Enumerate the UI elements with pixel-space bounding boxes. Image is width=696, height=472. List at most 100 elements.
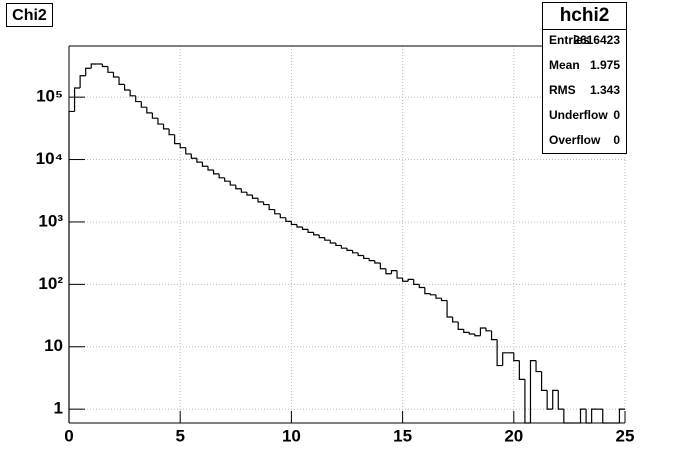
- histogram-bin: [452, 316, 459, 323]
- stats-value: 1.343: [590, 83, 620, 97]
- histogram-bin: [357, 252, 364, 257]
- x-tick-label: 10: [282, 426, 301, 445]
- histogram-bin: [485, 327, 492, 332]
- histogram-bin: [518, 360, 525, 380]
- histogram-bin: [374, 260, 381, 264]
- histogram-bin: [402, 278, 409, 282]
- y-tick-label: 10⁵: [36, 87, 63, 106]
- histogram-bin: [296, 224, 303, 228]
- y-tick-label: 10³: [38, 211, 63, 230]
- x-tick-label: 0: [64, 426, 73, 445]
- histogram-bin: [251, 195, 259, 199]
- histogram-bin: [324, 237, 331, 241]
- histogram-bin: [162, 124, 170, 130]
- histogram-bin: [313, 232, 320, 236]
- x-tick-label: 5: [175, 426, 184, 445]
- stats-value: 0: [613, 108, 620, 122]
- histogram-bin: [274, 209, 281, 215]
- histogram-bin: [179, 143, 186, 149]
- histogram-bin: [268, 204, 275, 211]
- histogram-bin: [457, 321, 464, 330]
- histogram-bin: [363, 255, 370, 260]
- histogram-bin: [279, 213, 286, 219]
- histogram-bin: [118, 77, 125, 86]
- histogram-bin: [424, 287, 431, 295]
- histogram-bin: [129, 90, 136, 97]
- histogram-bin: [368, 258, 375, 262]
- histogram-bin: [157, 118, 164, 125]
- histogram-bin: [124, 84, 131, 91]
- x-tick-label: 15: [393, 426, 412, 445]
- histogram-bin: [479, 327, 486, 336]
- stats-box: [542, 2, 627, 154]
- histogram-bin: [546, 390, 553, 410]
- histogram-bin: [579, 408, 587, 423]
- histogram-bin: [168, 128, 175, 136]
- histogram-bin: [335, 242, 342, 247]
- histogram-bin: [346, 248, 353, 251]
- chart-title: Chi2: [12, 7, 47, 24]
- y-tick-label: 1: [54, 399, 63, 418]
- histogram-bin: [246, 192, 253, 196]
- histogram-bin: [229, 181, 236, 186]
- histogram-bin: [90, 63, 97, 69]
- histogram-bin: [73, 87, 81, 112]
- histogram-bin: [351, 250, 359, 254]
- histogram-bin: [257, 198, 264, 203]
- histogram-bin: [468, 332, 475, 335]
- title-box: [6, 3, 53, 27]
- histogram-bin: [224, 177, 231, 182]
- histogram-bin: [235, 185, 242, 190]
- histogram-bin: [463, 329, 470, 333]
- histogram-bin: [413, 279, 420, 285]
- histogram-bin: [196, 158, 203, 163]
- plot-area: 0 5 10 15 20 25 1 10 10² 10³ 10⁴ 10⁵: [36, 45, 635, 445]
- y-tick-label: 10: [44, 336, 63, 355]
- histogram-bin: [151, 112, 158, 119]
- histogram-bin: [112, 72, 120, 78]
- histogram-bin: [146, 107, 153, 114]
- histogram-bin: [329, 240, 336, 244]
- stats-label: Overflow: [549, 133, 601, 147]
- histogram-bin: [190, 153, 197, 159]
- histogram-bin: [385, 268, 392, 275]
- histogram-bin: [301, 226, 309, 230]
- y-tick-label: 10⁴: [36, 149, 63, 168]
- x-tick-label: 25: [616, 426, 635, 445]
- stats-label: Entries: [549, 33, 590, 47]
- y-tick-label: 10²: [38, 274, 63, 293]
- histogram-bin: [407, 278, 414, 282]
- stats-title: hchi2: [560, 5, 610, 26]
- histogram-bin: [85, 67, 92, 76]
- histogram-bin: [490, 330, 498, 341]
- histogram-bin: [285, 217, 292, 223]
- stats-value: 1.975: [590, 58, 620, 72]
- histogram-bin: [135, 95, 142, 103]
- histogram-bin: [140, 101, 147, 108]
- histogram-bin: [418, 284, 425, 289]
- histogram-bin: [429, 293, 436, 296]
- histogram-bin: [290, 221, 297, 226]
- stats-label: Mean: [549, 58, 580, 72]
- histogram-bin: [591, 408, 598, 423]
- histogram-bin: [185, 147, 192, 155]
- histogram-bin: [263, 201, 270, 206]
- histogram-bin: [541, 371, 548, 391]
- histogram-bin: [107, 66, 114, 73]
- stats-value: 2616423: [573, 33, 620, 47]
- histogram-bin: [79, 75, 86, 89]
- histogram-bin: [212, 169, 220, 175]
- histogram-bin: [529, 359, 537, 423]
- stats-value: 0: [613, 133, 620, 147]
- histogram-bin: [240, 188, 247, 193]
- histogram-bin: [174, 134, 181, 145]
- histogram-bin: [474, 334, 481, 337]
- histogram-bin: [207, 166, 214, 171]
- histogram-bin: [379, 262, 386, 270]
- histogram-bin: [396, 270, 403, 279]
- histogram-bin: [307, 229, 314, 233]
- stats-label: Underflow: [549, 108, 608, 122]
- histogram-bin: [552, 389, 559, 410]
- histogram-bin: [496, 339, 503, 367]
